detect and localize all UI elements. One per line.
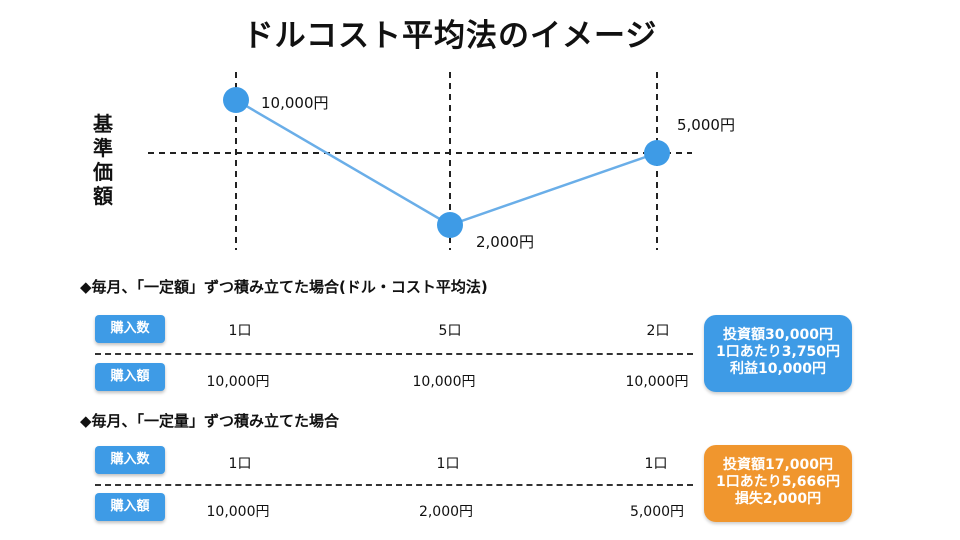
- section-title-fixed-quantity: ◆毎月、「一定量」ずつ積み立てた場合: [80, 412, 340, 430]
- amount-cell: 5,000円: [629, 504, 685, 520]
- qty-cell: 2口: [646, 323, 670, 339]
- price-point-2: [437, 212, 463, 238]
- qty-cell: 5口: [438, 323, 462, 339]
- summary-line: 1口あたり5,666円: [715, 474, 841, 490]
- amount-cell: 10,000円: [206, 374, 270, 390]
- qty-label-pill: 購入数: [95, 315, 165, 343]
- summary-box-loss: 投資額17,000円 1口あたり5,666円 損失2,000円: [704, 445, 852, 522]
- qty-cell: 1口: [228, 456, 252, 472]
- price-label-1: 10,000円: [261, 94, 329, 112]
- price-diagram: [148, 72, 692, 250]
- price-point-3: [644, 140, 670, 166]
- price-line: [235, 98, 658, 227]
- summary-line: 1口あたり3,750円: [715, 344, 841, 360]
- summary-line: 損失2,000円: [734, 491, 822, 507]
- summary-line: 投資額30,000円: [722, 327, 834, 343]
- amount-cell: 10,000円: [206, 504, 270, 520]
- row-divider: [95, 484, 693, 486]
- summary-box-profit: 投資額30,000円 1口あたり3,750円 利益10,000円: [704, 315, 852, 392]
- price-label-2: 2,000円: [476, 233, 534, 251]
- page-title: ドルコスト平均法のイメージ: [242, 18, 658, 54]
- amount-cell: 10,000円: [625, 374, 689, 390]
- amount-label-pill: 購入額: [95, 493, 165, 521]
- qty-cell: 1口: [644, 456, 668, 472]
- price-point-1: [223, 87, 249, 113]
- row-divider: [95, 353, 693, 355]
- y-axis-label: 基準価額: [93, 112, 113, 208]
- amount-cell: 10,000円: [412, 374, 476, 390]
- summary-line: 投資額17,000円: [722, 457, 834, 473]
- qty-cell: 1口: [436, 456, 460, 472]
- section-title-fixed-amount: ◆毎月、「一定額」ずつ積み立てた場合(ドル・コスト平均法): [80, 278, 488, 296]
- price-label-3: 5,000円: [677, 116, 735, 134]
- amount-cell: 2,000円: [418, 504, 474, 520]
- summary-line: 利益10,000円: [729, 361, 827, 377]
- amount-label-pill: 購入額: [95, 363, 165, 391]
- qty-label-pill: 購入数: [95, 446, 165, 474]
- qty-cell: 1口: [228, 323, 252, 339]
